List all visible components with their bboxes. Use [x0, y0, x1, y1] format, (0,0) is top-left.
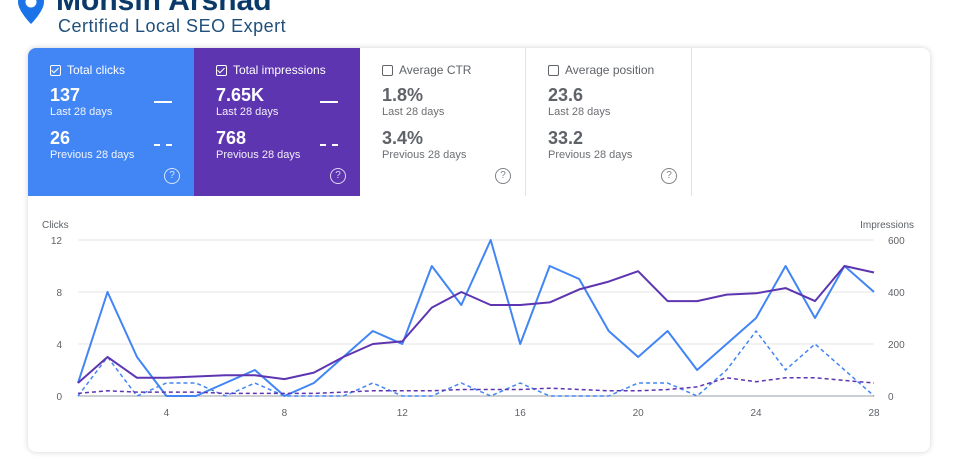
metric-card-header: Average position [548, 62, 691, 78]
metric-card-header: Total impressions [216, 62, 360, 78]
metric-previous-period: Previous 28 days [216, 149, 301, 161]
brand-tagline: Certified Local SEO Expert [58, 16, 287, 36]
metric-previous-value: 26 [50, 128, 71, 148]
y-axis-label-left: Clicks [42, 220, 69, 231]
x-tick-label: 12 [397, 408, 409, 419]
y-axis-label-right: Impressions [860, 220, 914, 231]
metric-value: 137 [50, 85, 81, 105]
metric-previous-period: Previous 28 days [548, 149, 633, 161]
metric-label: Average CTR [399, 63, 472, 77]
clicks-current-series-line [77, 239, 875, 397]
help-icon[interactable]: ? [661, 168, 677, 184]
brand-name: Mohsin Arshad [56, 0, 272, 17]
metric-card-header: Total clicks [50, 62, 194, 78]
clicks-previous-series-line [77, 330, 875, 397]
checkbox-checked-icon[interactable] [216, 64, 227, 76]
solid-line-legend-icon [320, 101, 338, 103]
metric-card-average-ctr[interactable]: Average CTR 1.8% Last 28 days 3.4% Previ… [360, 48, 526, 196]
y-tick-label-right: 0 [888, 392, 894, 403]
metric-value: 1.8% [382, 85, 424, 105]
metric-card-total-impressions[interactable]: Total impressions 7.65K Last 28 days 768… [194, 48, 360, 196]
impressions-current-series-line [77, 265, 875, 384]
metric-previous-period: Previous 28 days [382, 149, 467, 161]
checkbox-unchecked-icon[interactable] [382, 64, 393, 76]
metric-card-average-position[interactable]: Average position 23.6 Last 28 days 33.2 … [526, 48, 692, 196]
help-icon[interactable]: ? [330, 168, 346, 184]
metric-label: Total clicks [67, 63, 126, 77]
solid-line-legend-icon [154, 101, 172, 103]
y-tick-label-right: 400 [888, 288, 905, 299]
metric-period: Last 28 days [50, 106, 113, 118]
y-tick-label-left: 8 [56, 288, 62, 299]
metric-card-total-clicks[interactable]: Total clicks 137 Last 28 days 26 Previou… [28, 48, 194, 196]
checkbox-checked-icon[interactable] [50, 64, 61, 76]
metric-period: Last 28 days [548, 106, 611, 118]
x-tick-label: 24 [751, 408, 763, 419]
x-tick-label: 28 [868, 408, 880, 419]
x-tick-label: 8 [282, 408, 288, 419]
performance-panel: Total clicks 137 Last 28 days 26 Previou… [28, 48, 930, 452]
y-tick-label-right: 600 [888, 236, 905, 247]
metric-card-header: Average CTR [382, 62, 525, 78]
y-tick-label-left: 12 [51, 236, 63, 247]
x-tick-label: 16 [515, 408, 527, 419]
performance-chart: Clicks Impressions 0 4 8 12 0 200 400 600 4 8 12 16… [42, 220, 914, 419]
checkbox-unchecked-icon[interactable] [548, 64, 559, 76]
impressions-previous-series-line [77, 377, 875, 395]
metric-label: Average position [565, 63, 655, 77]
metric-cards: Total clicks 137 Last 28 days 26 Previou… [28, 48, 696, 196]
metric-label: Total impressions [233, 63, 326, 77]
help-icon[interactable]: ? [495, 168, 511, 184]
x-tick-label: 20 [633, 408, 645, 419]
chart-grid [78, 239, 874, 397]
metric-previous-period: Previous 28 days [50, 149, 135, 161]
y-tick-label-right: 200 [888, 340, 905, 351]
help-icon[interactable]: ? [164, 168, 180, 184]
metric-period: Last 28 days [216, 106, 279, 118]
x-tick-label: 4 [164, 408, 170, 419]
metric-value: 23.6 [548, 85, 584, 105]
y-tick-label-left: 4 [56, 340, 62, 351]
metric-previous-value: 768 [216, 128, 247, 148]
dashed-line-legend-icon [154, 144, 172, 146]
metric-previous-value: 33.2 [548, 128, 584, 148]
chart-ticks: 0 4 8 12 0 200 400 600 4 8 12 16 20 24 28 [51, 236, 905, 419]
metric-period: Last 28 days [382, 106, 445, 118]
map-pin-icon [18, 0, 44, 24]
dashed-line-legend-icon [320, 144, 338, 146]
y-tick-label-left: 0 [56, 392, 62, 403]
chart-series [77, 239, 875, 397]
metric-previous-value: 3.4% [382, 128, 424, 148]
metric-value: 7.65K [216, 85, 265, 105]
